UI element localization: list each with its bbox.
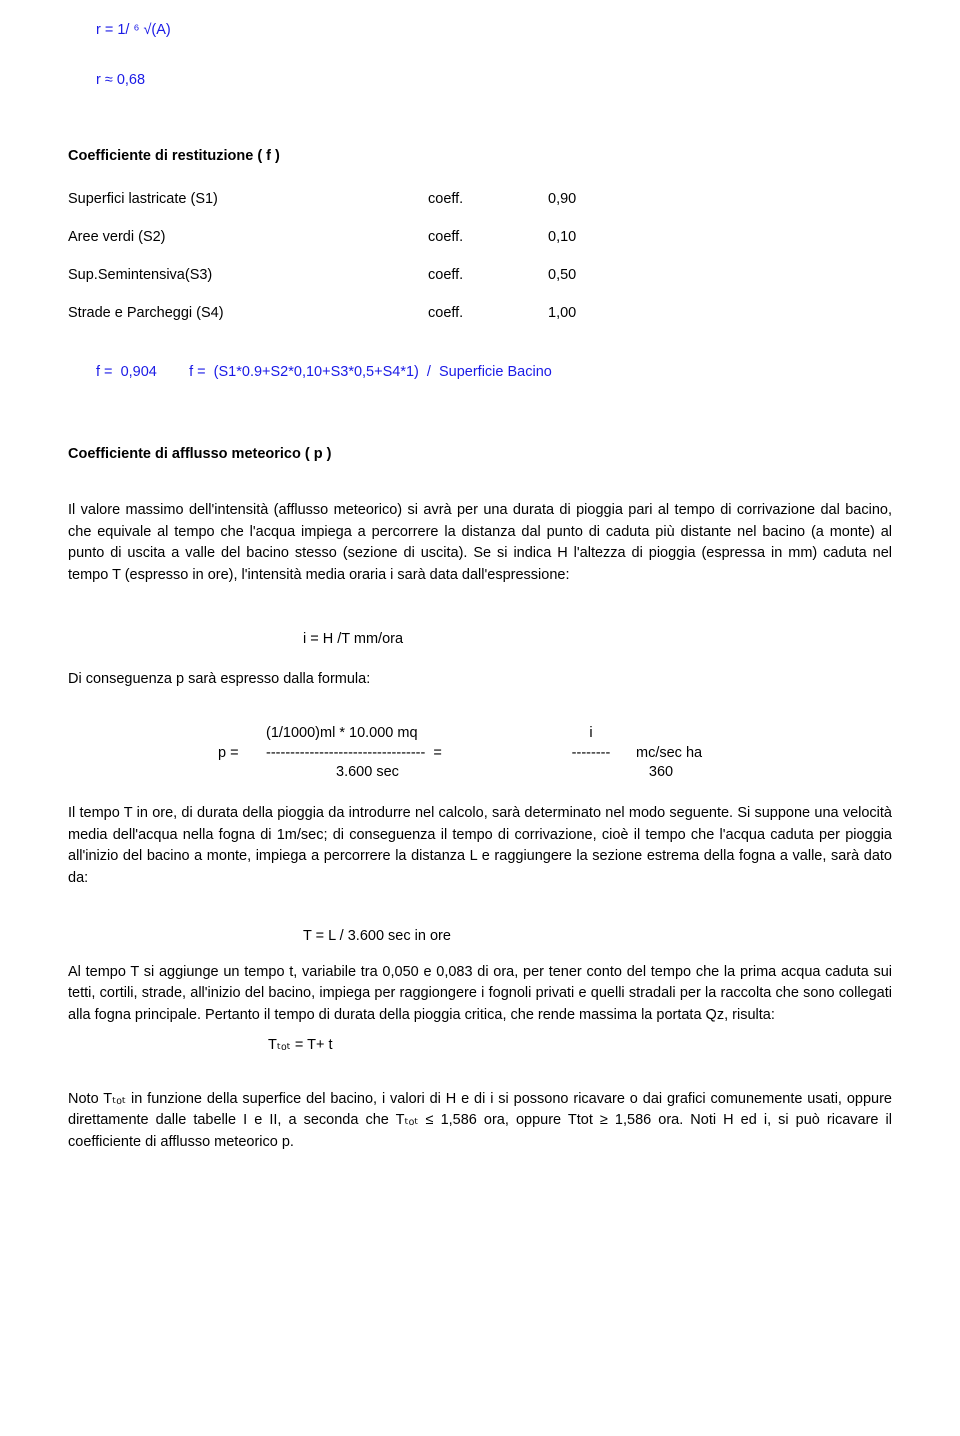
formula-ttot: Tₜₒₜ = T+ t (268, 1035, 892, 1057)
formula-t: T = L / 3.600 sec in ore (303, 926, 892, 948)
coeff-val: 0,90 (548, 189, 576, 211)
frac-i: i (546, 724, 636, 744)
coeff-label: Strade e Parcheggi (S4) (68, 303, 428, 325)
frac-p-eq: p = (218, 744, 266, 764)
coeff-row: Superfici lastricate (S1) coeff. 0,90 (68, 189, 892, 211)
paragraph: Noto Tₜₒₜ in funzione della superfice de… (68, 1089, 892, 1154)
coeff-word: coeff. (428, 189, 548, 211)
section-title-restituzione: Coefficiente di restituzione ( f ) (68, 146, 892, 168)
section-title-afflusso: Coefficiente di afflusso meteorico ( p ) (68, 444, 892, 466)
paragraph: Il valore massimo dell'intensità (afflus… (68, 500, 892, 587)
formula-f: f = 0,904 f = (S1*0.9+S2*0,10+S3*0,5+S4*… (96, 362, 892, 384)
formula-r-def: r = 1/ ⁶ √(A) (96, 20, 892, 42)
coeff-word: coeff. (428, 265, 548, 287)
coeff-label: Sup.Semintensiva(S3) (68, 265, 428, 287)
coeff-word: coeff. (428, 303, 548, 325)
frac-unit: mc/sec ha (636, 744, 702, 764)
coeff-row: Sup.Semintensiva(S3) coeff. 0,50 (68, 265, 892, 287)
paragraph: Al tempo T si aggiunge un tempo t, varia… (68, 962, 892, 1027)
paragraph: Il tempo T in ore, di durata della piogg… (68, 803, 892, 890)
frac-numerator: (1/1000)ml * 10.000 mq (266, 724, 546, 744)
frac-line: --------------------------------- (266, 745, 425, 761)
coeff-row: Aree verdi (S2) coeff. 0,10 (68, 227, 892, 249)
frac-eq: = (433, 745, 441, 761)
paragraph: Di conseguenza p sarà espresso dalla for… (68, 669, 892, 691)
coeff-row: Strade e Parcheggi (S4) coeff. 1,00 (68, 303, 892, 325)
coeff-label: Superfici lastricate (S1) (68, 189, 428, 211)
formula-p-fraction: (1/1000)ml * 10.000 mq i p = -----------… (218, 724, 892, 783)
coeff-val: 0,50 (548, 265, 576, 287)
frac-line-right: -------- (546, 744, 636, 764)
frac-denom-right: 360 (616, 763, 706, 783)
coeff-word: coeff. (428, 227, 548, 249)
coeff-val: 1,00 (548, 303, 576, 325)
coeff-val: 0,10 (548, 227, 576, 249)
formula-r-val: r ≈ 0,68 (96, 70, 892, 92)
frac-denominator: 3.600 sec (266, 763, 616, 783)
formula-i: i = H /T mm/ora (303, 629, 892, 651)
coeff-label: Aree verdi (S2) (68, 227, 428, 249)
